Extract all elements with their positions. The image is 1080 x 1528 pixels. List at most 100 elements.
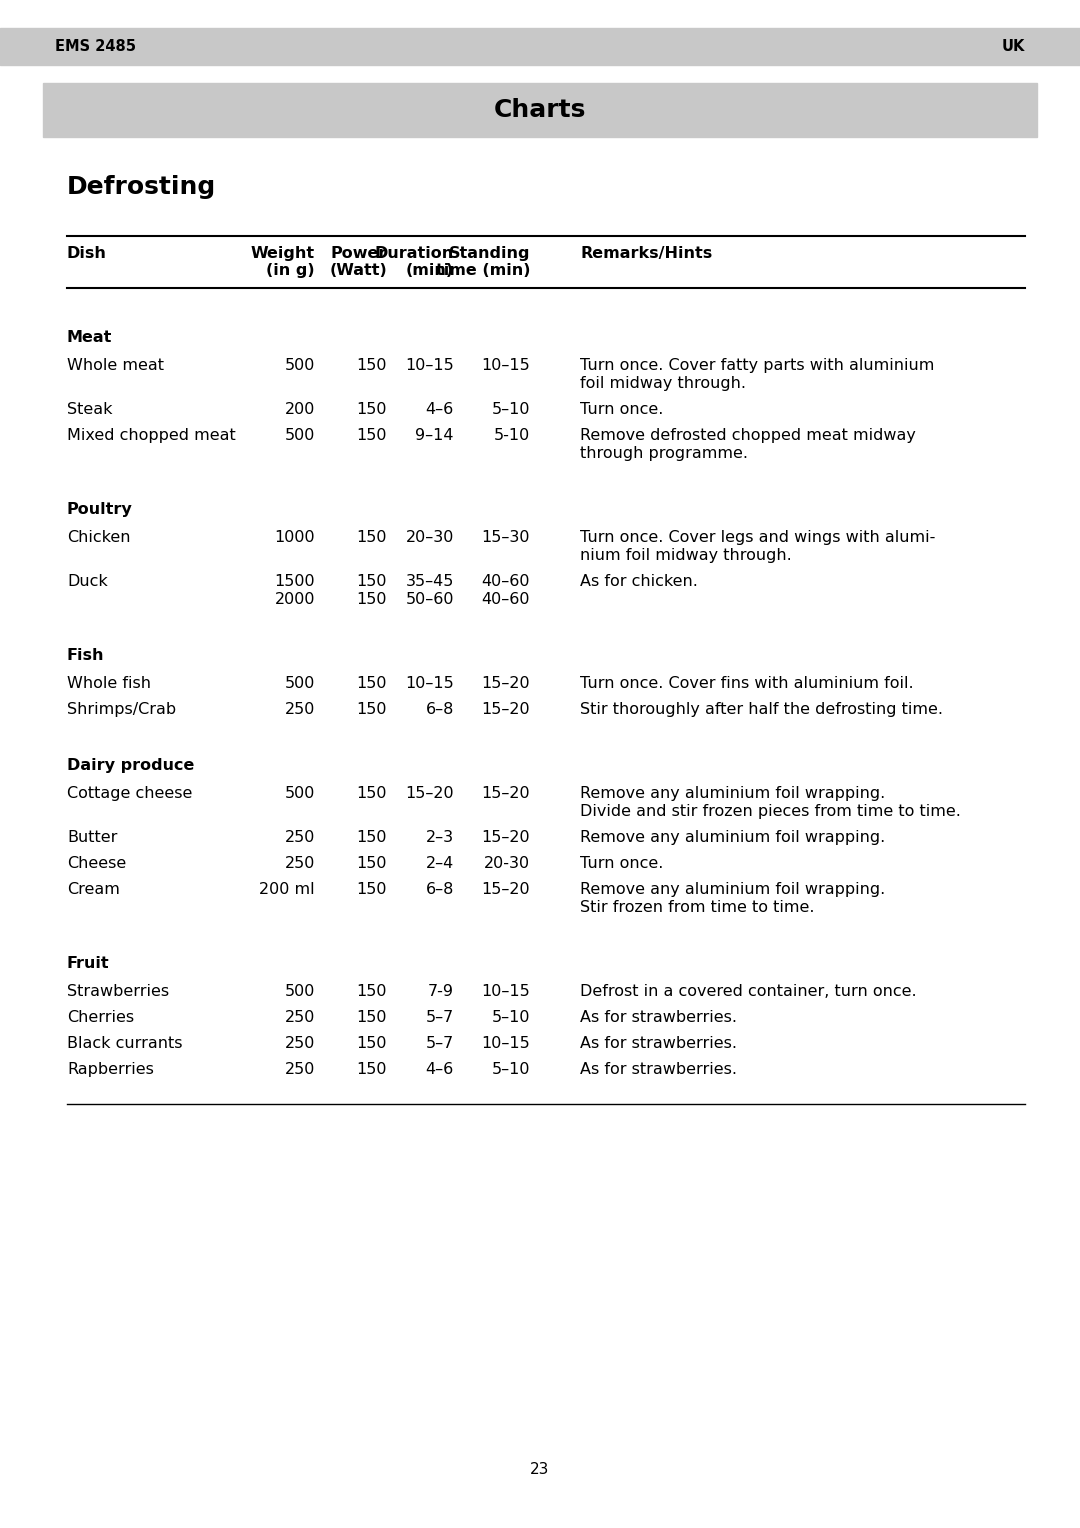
Text: 150: 150 [356, 358, 387, 373]
Text: Cream: Cream [67, 882, 120, 897]
Text: 15–20: 15–20 [482, 701, 530, 717]
Text: Fish: Fish [67, 648, 105, 663]
Text: 2–3: 2–3 [426, 830, 454, 845]
Text: 50–60: 50–60 [405, 591, 454, 607]
Text: 15–20: 15–20 [482, 675, 530, 691]
Text: Strawberries: Strawberries [67, 984, 170, 999]
Text: 4–6: 4–6 [426, 402, 454, 417]
Text: 10–15: 10–15 [482, 358, 530, 373]
Text: Weight: Weight [251, 246, 315, 261]
Text: 40–60: 40–60 [482, 591, 530, 607]
Text: Cheese: Cheese [67, 856, 126, 871]
Text: Divide and stir frozen pieces from time to time.: Divide and stir frozen pieces from time … [580, 804, 961, 819]
Text: 250: 250 [285, 701, 315, 717]
Text: 150: 150 [356, 701, 387, 717]
Text: Turn once. Cover fins with aluminium foil.: Turn once. Cover fins with aluminium foi… [580, 675, 914, 691]
Text: Mixed chopped meat: Mixed chopped meat [67, 428, 235, 443]
Text: Duration: Duration [375, 246, 454, 261]
Text: Defrost in a covered container, turn once.: Defrost in a covered container, turn onc… [580, 984, 917, 999]
Text: Standing: Standing [448, 246, 530, 261]
Text: 150: 150 [356, 428, 387, 443]
Text: (min): (min) [406, 263, 454, 278]
Text: 250: 250 [285, 1062, 315, 1077]
Text: 6–8: 6–8 [426, 701, 454, 717]
Text: Remove any aluminium foil wrapping.: Remove any aluminium foil wrapping. [580, 830, 886, 845]
Text: Steak: Steak [67, 402, 112, 417]
Text: 150: 150 [356, 1062, 387, 1077]
Text: 6–8: 6–8 [426, 882, 454, 897]
Text: 150: 150 [356, 1010, 387, 1025]
Text: 150: 150 [356, 882, 387, 897]
Text: As for strawberries.: As for strawberries. [580, 1036, 737, 1051]
Text: 250: 250 [285, 830, 315, 845]
Text: 15–20: 15–20 [405, 785, 454, 801]
Text: 10–15: 10–15 [405, 358, 454, 373]
Text: Duck: Duck [67, 575, 108, 588]
Text: 200: 200 [285, 402, 315, 417]
Text: 40–60: 40–60 [482, 575, 530, 588]
Text: 150: 150 [356, 785, 387, 801]
Text: 150: 150 [356, 984, 387, 999]
Text: Dish: Dish [67, 246, 107, 261]
Text: Turn once. Cover fatty parts with aluminium: Turn once. Cover fatty parts with alumin… [580, 358, 934, 373]
Text: Shrimps/Crab: Shrimps/Crab [67, 701, 176, 717]
Text: through programme.: through programme. [580, 446, 748, 461]
Text: 10–15: 10–15 [482, 1036, 530, 1051]
Text: 15–30: 15–30 [482, 530, 530, 545]
Text: 500: 500 [285, 428, 315, 443]
Text: time (min): time (min) [435, 263, 530, 278]
Text: Remove defrosted chopped meat midway: Remove defrosted chopped meat midway [580, 428, 916, 443]
Text: 5–7: 5–7 [426, 1010, 454, 1025]
Text: 500: 500 [285, 785, 315, 801]
Text: Remove any aluminium foil wrapping.: Remove any aluminium foil wrapping. [580, 785, 886, 801]
Text: 4–6: 4–6 [426, 1062, 454, 1077]
Text: 10–15: 10–15 [405, 675, 454, 691]
Text: 15–20: 15–20 [482, 882, 530, 897]
Text: 150: 150 [356, 830, 387, 845]
Text: 2000: 2000 [274, 591, 315, 607]
Text: 200 ml: 200 ml [259, 882, 315, 897]
Text: 500: 500 [285, 675, 315, 691]
Text: 150: 150 [356, 675, 387, 691]
Text: 20–30: 20–30 [406, 530, 454, 545]
Text: Fruit: Fruit [67, 957, 110, 970]
Text: Stir thoroughly after half the defrosting time.: Stir thoroughly after half the defrostin… [580, 701, 943, 717]
Text: 5–7: 5–7 [426, 1036, 454, 1051]
Text: 150: 150 [356, 530, 387, 545]
Text: Chicken: Chicken [67, 530, 131, 545]
Text: Remove any aluminium foil wrapping.: Remove any aluminium foil wrapping. [580, 882, 886, 897]
Text: As for strawberries.: As for strawberries. [580, 1010, 737, 1025]
Bar [0, 28, 1080, 66]
Text: 250: 250 [285, 1036, 315, 1051]
Text: 150: 150 [356, 402, 387, 417]
Text: Cottage cheese: Cottage cheese [67, 785, 192, 801]
Text: (in g): (in g) [267, 263, 315, 278]
Text: Defrosting: Defrosting [67, 176, 216, 199]
Text: Stir frozen from time to time.: Stir frozen from time to time. [580, 900, 814, 915]
Text: Turn once. Cover legs and wings with alumi-: Turn once. Cover legs and wings with alu… [580, 530, 935, 545]
Text: 2–4: 2–4 [426, 856, 454, 871]
Text: foil midway through.: foil midway through. [580, 376, 746, 391]
Text: 150: 150 [356, 856, 387, 871]
Text: 23: 23 [530, 1462, 550, 1478]
Text: 5-10: 5-10 [494, 428, 530, 443]
Text: EMS 2485: EMS 2485 [55, 40, 136, 53]
Text: Butter: Butter [67, 830, 118, 845]
Text: (Watt): (Watt) [329, 263, 387, 278]
Text: 500: 500 [285, 358, 315, 373]
Text: Whole fish: Whole fish [67, 675, 151, 691]
Text: 15–20: 15–20 [482, 785, 530, 801]
Text: 1500: 1500 [274, 575, 315, 588]
Text: 15–20: 15–20 [482, 830, 530, 845]
Text: Remarks/Hints: Remarks/Hints [580, 246, 712, 261]
Text: 150: 150 [356, 591, 387, 607]
Text: Poultry: Poultry [67, 503, 133, 516]
Text: Meat: Meat [67, 330, 112, 345]
Text: nium foil midway through.: nium foil midway through. [580, 549, 792, 562]
Text: Black currants: Black currants [67, 1036, 183, 1051]
Text: 250: 250 [285, 1010, 315, 1025]
Text: 7-9: 7-9 [428, 984, 454, 999]
Text: 150: 150 [356, 1036, 387, 1051]
Text: 10–15: 10–15 [482, 984, 530, 999]
Text: 150: 150 [356, 575, 387, 588]
